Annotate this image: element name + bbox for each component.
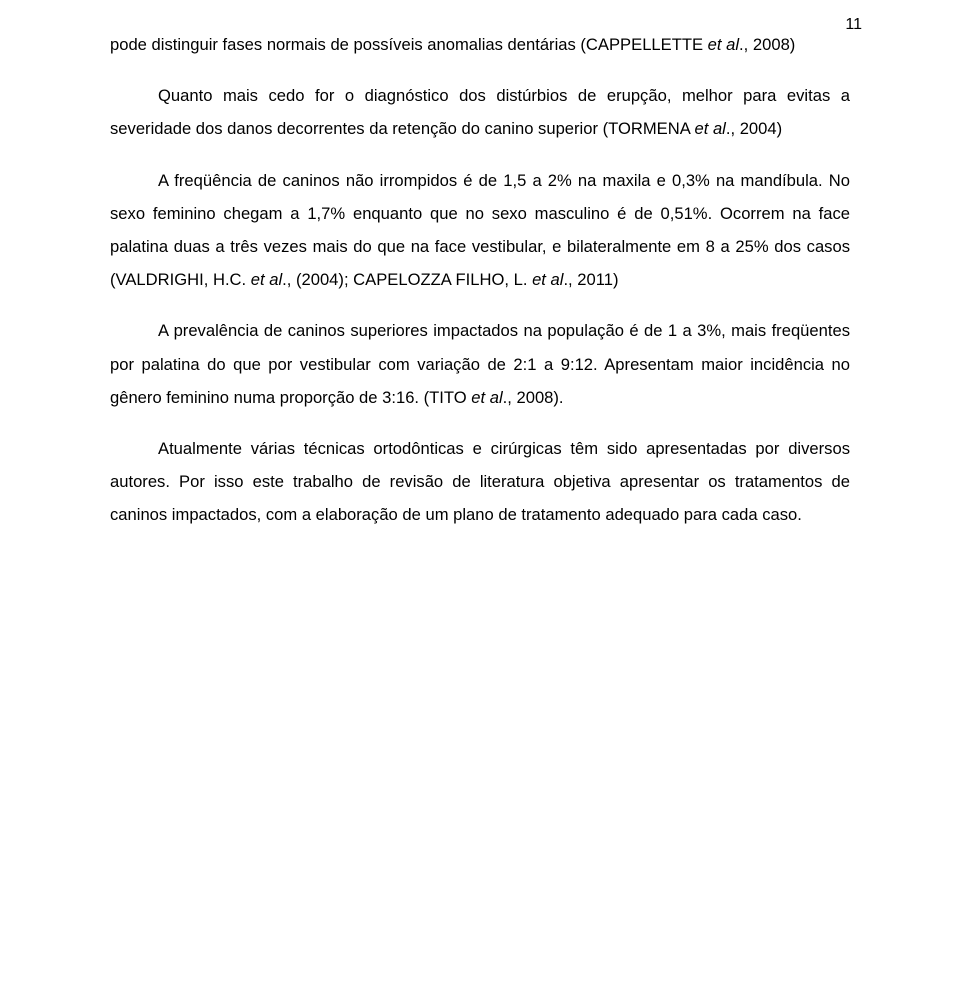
page-number: 11 <box>845 16 862 34</box>
paragraph-1: pode distinguir fases normais de possíve… <box>110 28 850 61</box>
body-text: pode distinguir fases normais de possíve… <box>110 28 850 531</box>
paragraph-4: A prevalência de caninos superiores impa… <box>110 314 850 414</box>
paragraph-4-text-b: ., 2008). <box>503 388 564 407</box>
paragraph-2-italic: et al <box>695 119 726 138</box>
paragraph-3-text-c: ., 2011) <box>563 270 618 289</box>
paragraph-3: A freqüência de caninos não irrompidos é… <box>110 164 850 297</box>
paragraph-3-text-b: ., (2004); CAPELOZZA FILHO, L. <box>282 270 532 289</box>
paragraph-5-text: Atualmente várias técnicas ortodônticas … <box>110 439 850 524</box>
paragraph-2-text-b: ., 2004) <box>726 119 782 138</box>
document-page: 11 pode distinguir fases normais de poss… <box>0 0 960 981</box>
paragraph-1-italic: et al <box>708 35 739 54</box>
paragraph-2: Quanto mais cedo for o diagnóstico dos d… <box>110 79 850 145</box>
paragraph-3-italic-1: et al <box>251 270 282 289</box>
paragraph-3-italic-2: et al <box>532 270 563 289</box>
paragraph-1-text-b: ., 2008) <box>739 35 795 54</box>
paragraph-4-italic: et al <box>471 388 502 407</box>
paragraph-1-text-a: pode distinguir fases normais de possíve… <box>110 35 708 54</box>
paragraph-5: Atualmente várias técnicas ortodônticas … <box>110 432 850 532</box>
